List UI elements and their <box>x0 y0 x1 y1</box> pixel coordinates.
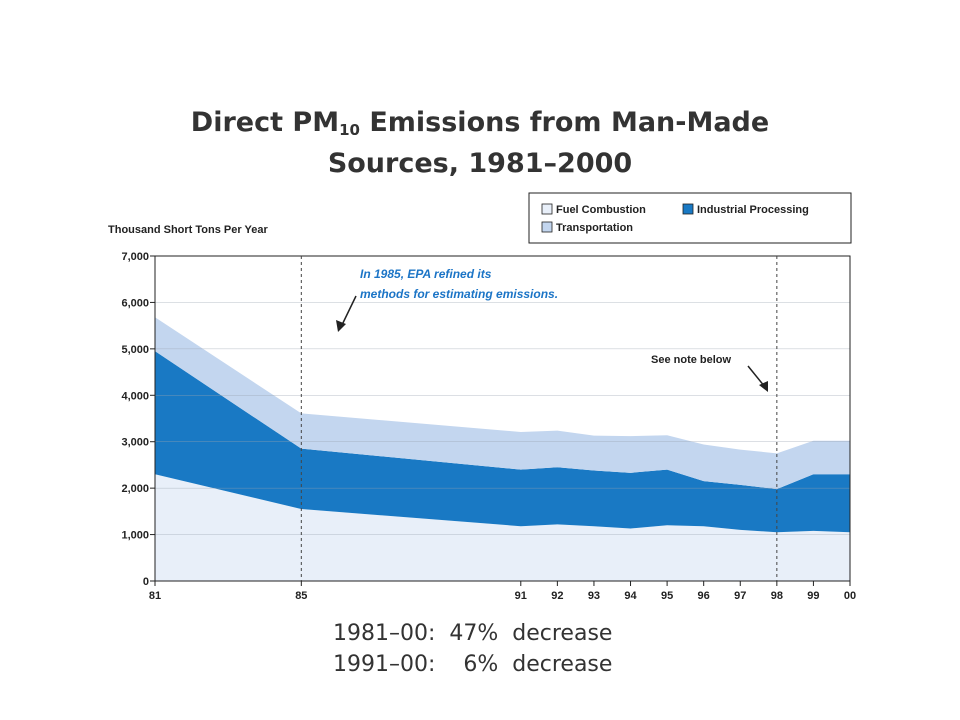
x-tick-label: 00 <box>844 590 856 602</box>
legend-swatch <box>541 203 553 215</box>
annotation-epa-line2: methods for estimating emissions. <box>360 287 558 301</box>
area-transportation <box>155 317 850 490</box>
y-tick-label: 7,000 <box>121 251 149 263</box>
y-tick-label: 1,000 <box>121 530 149 542</box>
note-arrow-shaft <box>747 365 766 388</box>
x-tick-label: 81 <box>149 590 161 602</box>
x-tick-label: 98 <box>771 590 783 602</box>
title-subscript: 10 <box>339 121 360 139</box>
area-fuel-combustion <box>155 474 850 581</box>
y-tick-label: 6,000 <box>121 297 149 309</box>
annotation-epa-line1: In 1985, EPA refined its <box>360 267 492 281</box>
x-tick-label: 95 <box>661 590 673 602</box>
y-tick-label: 4,000 <box>121 390 149 402</box>
y-tick-label: 2,000 <box>121 483 149 495</box>
chart-title: Direct PM10 Emissions from Man-Made Sour… <box>0 106 960 180</box>
x-tick-label: 93 <box>588 590 600 602</box>
annotation-note: See note below <box>651 354 732 366</box>
x-tick-label: 99 <box>807 590 819 602</box>
x-tick-label: 94 <box>624 590 637 602</box>
annotation-arrow-shaft <box>340 295 357 328</box>
summary-line-1: 1981–00: 47% decrease <box>333 621 613 646</box>
x-tick-label: 96 <box>698 590 710 602</box>
x-tick-label: 91 <box>515 590 527 602</box>
legend-swatch <box>682 203 694 215</box>
y-axis-label: Thousand Short Tons Per Year <box>108 224 268 236</box>
annotation-arrow-head <box>336 320 346 332</box>
area-industrial-processing <box>155 351 850 533</box>
summary: 1981–00: 47% decrease 1991–00: 6% decreas… <box>333 618 612 680</box>
note-arrow-head <box>759 381 768 392</box>
legend-label: Transportation <box>556 222 633 234</box>
title-main: Direct PM <box>190 107 340 138</box>
title-line2: Sources, 1981–2000 <box>327 148 633 179</box>
legend-label: Industrial Processing <box>697 204 809 216</box>
title-rest: Emissions from Man-Made <box>359 107 770 138</box>
legend-box <box>528 192 852 244</box>
legend-label: Fuel Combustion <box>556 204 646 216</box>
legend-swatch <box>541 221 553 233</box>
y-tick-label: 3,000 <box>121 437 149 449</box>
x-tick-label: 92 <box>551 590 563 602</box>
plot-frame <box>154 255 851 582</box>
summary-line-2: 1991–00: 6% decrease <box>333 652 613 677</box>
x-tick-label: 97 <box>734 590 746 602</box>
y-tick-label: 0 <box>143 576 149 588</box>
x-tick-label: 85 <box>295 590 307 602</box>
y-tick-label: 5,000 <box>121 344 149 356</box>
